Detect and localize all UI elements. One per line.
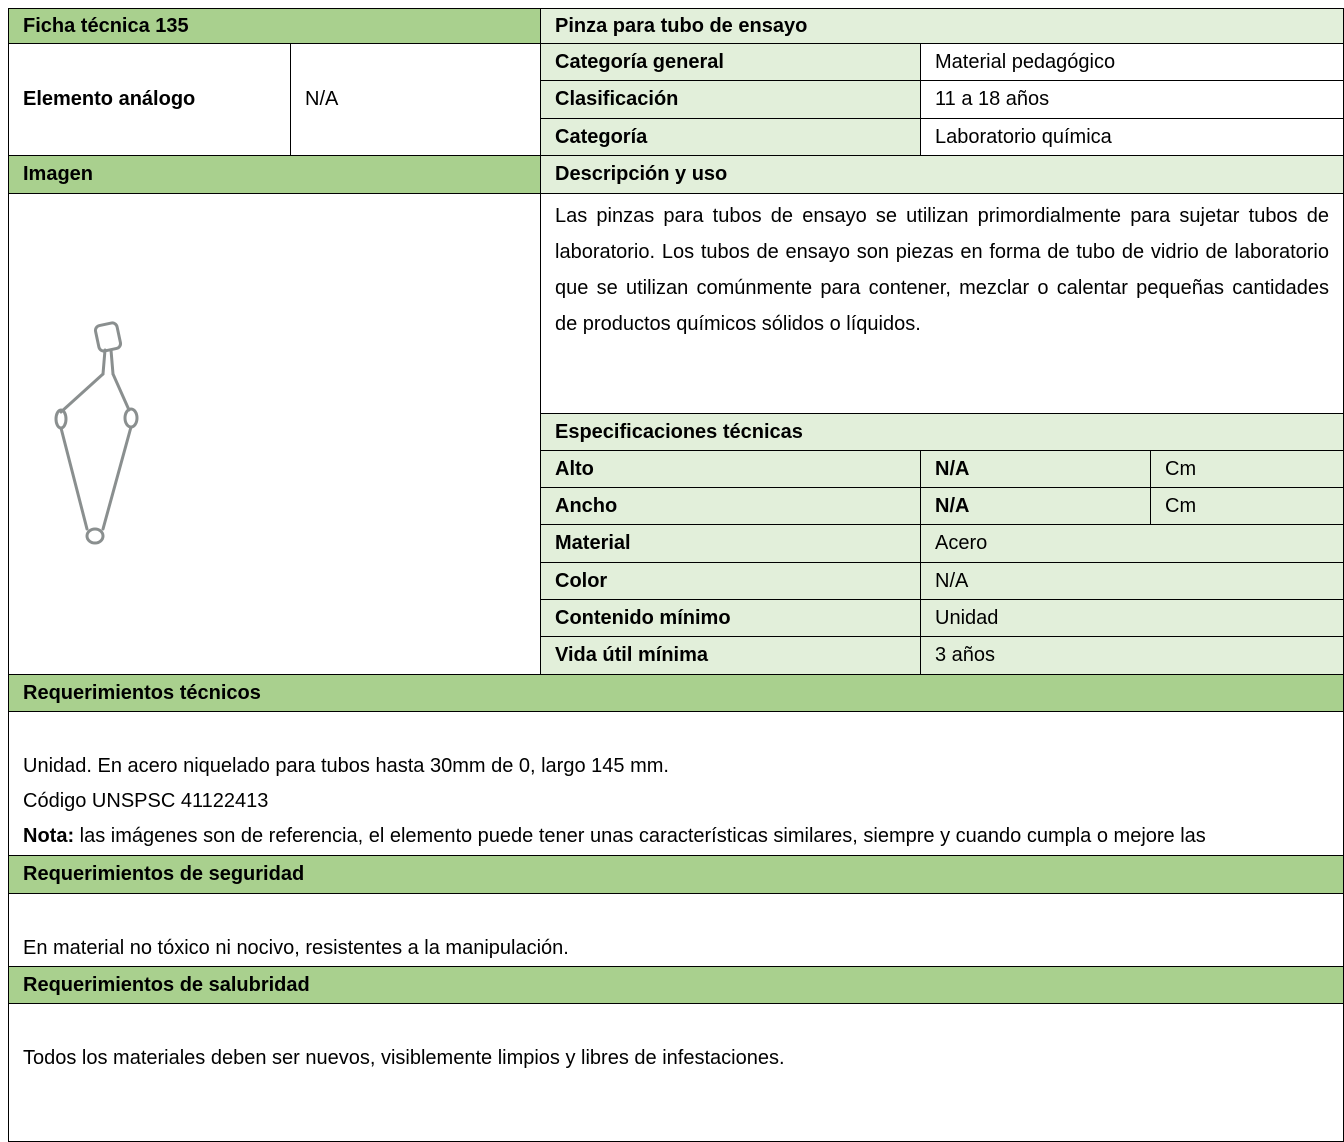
classification-label: Categoría general (540, 43, 921, 81)
note: Nota: las imágenes son de referencia, el… (23, 819, 1329, 855)
section-body: En material no tóxico ni nocivo, resiste… (8, 893, 1344, 967)
image-label: Imagen (8, 155, 541, 194)
spec-value: 3 años (920, 636, 1344, 675)
spec-unit: Cm (1150, 450, 1344, 488)
spec-label: Color (540, 562, 921, 600)
spec-label: Alto (540, 450, 921, 488)
specs-title: Especificaciones técnicas (540, 413, 1344, 451)
product-name: Pinza para tubo de ensayo (540, 8, 1344, 44)
clamp-illustration (54, 321, 139, 545)
spec-label: Contenido mínimo (540, 599, 921, 637)
note-label: Nota: (23, 825, 75, 847)
spec-label: Ancho (540, 487, 921, 525)
text-line: Unidad. En acero niquelado para tubos ha… (23, 755, 669, 777)
section-title: Requerimientos técnicos (8, 674, 1344, 712)
classification-label: Categoría (540, 118, 921, 156)
section-title: Requerimientos de salubridad (8, 966, 1344, 1004)
classification-value: Laboratorio química (920, 118, 1344, 156)
spec-value: N/A (920, 450, 1151, 488)
section-title: Requerimientos de seguridad (8, 855, 1344, 894)
text-line: Código UNSPSC 41122413 (23, 790, 269, 812)
note-text: las imágenes son de referencia, el eleme… (79, 825, 1206, 847)
sheet-title: Ficha técnica 135 (8, 8, 541, 44)
spec-label: Material (540, 524, 921, 563)
spec-value: N/A (920, 487, 1151, 525)
spec-value: Acero (920, 524, 1344, 563)
analog-label: Elemento análogo (8, 43, 291, 156)
spec-value: N/A (920, 562, 1344, 600)
analog-value: N/A (290, 43, 541, 156)
section-body: Todos los materiales deben ser nuevos, v… (8, 1003, 1344, 1142)
description-text: Las pinzas para tubos de ensayo se utili… (540, 193, 1344, 414)
classification-value: Material pedagógico (920, 43, 1344, 81)
spec-unit: Cm (1150, 487, 1344, 525)
classification-label: Clasificación (540, 80, 921, 119)
description-label: Descripción y uso (540, 155, 1344, 194)
classification-value: 11 a 18 años (920, 80, 1344, 119)
spec-value: Unidad (920, 599, 1344, 637)
image-cell (8, 193, 541, 675)
section-body: Unidad. En acero niquelado para tubos ha… (8, 711, 1344, 856)
spec-label: Vida útil mínima (540, 636, 921, 675)
